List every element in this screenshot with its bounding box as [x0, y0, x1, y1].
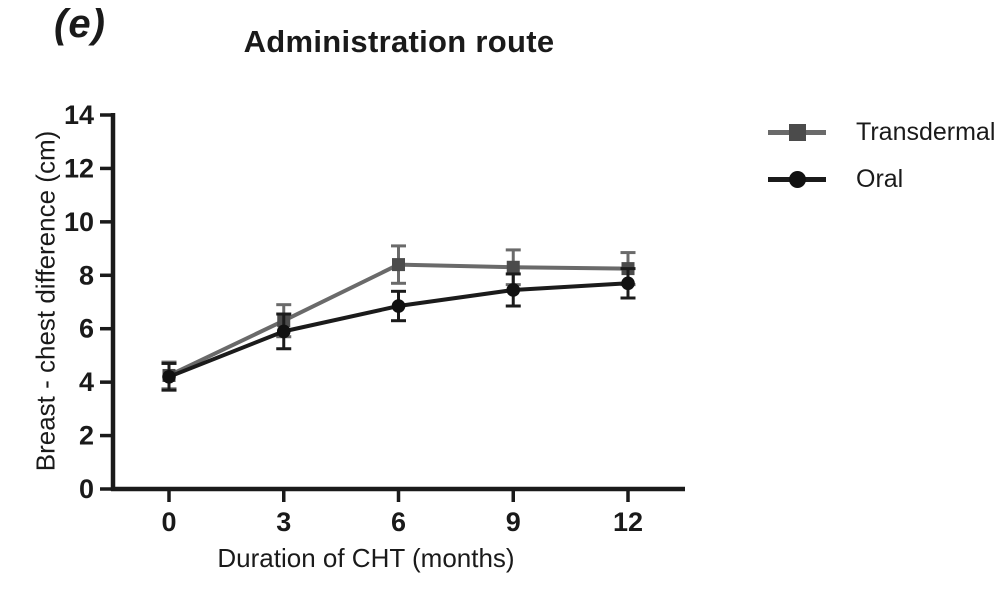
x-axis-label: Duration of CHT (months)	[217, 543, 515, 573]
legend-label-oral: Oral	[856, 164, 904, 193]
x-tick-label: 6	[391, 507, 406, 537]
legend-sample-oral	[768, 162, 826, 196]
chart-title: Administration route	[243, 24, 555, 59]
data-point-transdermal	[506, 260, 520, 274]
legend-sample-transdermal	[768, 115, 826, 149]
y-tick-label: 4	[79, 367, 94, 397]
panel-label: (e)	[54, 2, 106, 46]
x-tick-label: 3	[276, 507, 291, 537]
legend-label-transdermal: Transdermal	[856, 117, 996, 146]
square-marker-icon	[789, 124, 806, 141]
y-tick-label: 14	[64, 100, 94, 130]
x-tick-label: 9	[506, 507, 521, 537]
data-point-oral	[506, 283, 521, 297]
data-point-oral	[276, 324, 291, 339]
data-point-oral	[391, 299, 406, 313]
y-axis-label: Breast - chest difference (cm)	[30, 130, 61, 472]
y-tick-label: 6	[79, 314, 94, 344]
y-tick-label: 2	[79, 421, 94, 451]
circle-marker-icon	[789, 171, 806, 188]
legend: Transdermal Oral	[768, 115, 995, 196]
legend-item-transdermal: Transdermal	[768, 115, 995, 149]
legend-item-oral: Oral	[768, 162, 995, 196]
data-point-oral	[162, 370, 176, 384]
x-tick-label: 0	[161, 507, 176, 537]
data-point-oral	[621, 276, 635, 291]
y-tick-label: 0	[79, 474, 94, 504]
y-tick-label: 10	[64, 207, 94, 237]
y-tick-label: 8	[79, 260, 94, 290]
x-tick-label: 12	[613, 507, 643, 537]
data-point-transdermal	[392, 258, 405, 272]
y-tick-label: 12	[64, 153, 94, 183]
